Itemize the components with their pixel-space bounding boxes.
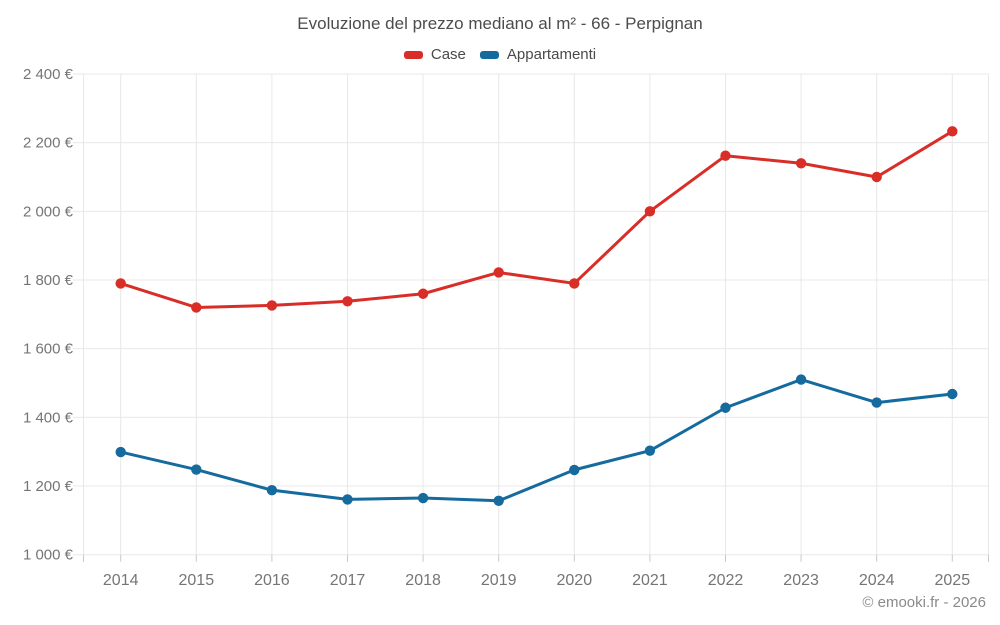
x-axis-label-2020: 2020	[557, 572, 593, 589]
appartamenti-point-2017[interactable]	[342, 494, 353, 505]
x-axis-label-2021: 2021	[632, 572, 668, 589]
case-point-2016[interactable]	[266, 300, 278, 311]
x-axis-label-2017: 2017	[330, 572, 366, 589]
case-point-2025[interactable]	[947, 126, 958, 137]
y-axis-label-2200: 2 200 €	[23, 135, 74, 152]
case-point-2020[interactable]	[569, 278, 580, 289]
y-axis-label-2400: 2 400 €	[23, 66, 74, 83]
case-point-2022[interactable]	[720, 150, 731, 161]
copyright: © emooki.fr - 2026	[862, 594, 986, 611]
appartamenti-point-2022[interactable]	[720, 402, 731, 413]
appartamenti-point-2020[interactable]	[569, 464, 580, 476]
y-axis-label-1400: 1 400 €	[23, 409, 74, 426]
case-point-2014[interactable]	[115, 278, 126, 289]
case-line	[119, 129, 954, 309]
x-axis-label-2019: 2019	[481, 572, 517, 589]
case-point-2024[interactable]	[871, 171, 882, 183]
legend-item-appartamenti[interactable]: Appartamenti	[479, 46, 597, 63]
y-axis-label-2000: 2 000 €	[23, 203, 74, 220]
x-axis-label-2024: 2024	[859, 572, 895, 589]
y-axis-label-1200: 1 200 €	[23, 478, 74, 495]
appartamenti-point-2025[interactable]	[947, 388, 958, 400]
appartamenti-point-2023[interactable]	[795, 374, 807, 385]
case-point-2021[interactable]	[644, 206, 656, 217]
appartamenti-legend-swatch-icon	[479, 50, 499, 59]
y-axis-label-1600: 1 600 €	[23, 341, 74, 358]
case-point-2018[interactable]	[417, 288, 429, 299]
case-legend-swatch-icon	[403, 50, 423, 59]
x-axis-label-2018: 2018	[405, 572, 441, 589]
legend-item-case[interactable]: Case	[403, 46, 466, 63]
case-point-2019[interactable]	[493, 267, 504, 278]
appartamenti-point-2014[interactable]	[115, 446, 126, 458]
legend-label-case: Case	[430, 46, 466, 63]
case-point-2023[interactable]	[795, 158, 807, 169]
x-axis-label-2015: 2015	[179, 572, 215, 589]
x-axis-label-2022: 2022	[708, 572, 744, 589]
y-axis-label-1000: 1 000 €	[23, 547, 74, 564]
appartamenti-point-2024[interactable]	[871, 397, 882, 408]
appartamenti-point-2019[interactable]	[493, 495, 504, 506]
case-point-2017[interactable]	[342, 296, 353, 307]
appartamenti-point-2015[interactable]	[191, 464, 202, 475]
appartamenti-point-2016[interactable]	[266, 484, 278, 496]
legend-label-appartamenti: Appartamenti	[506, 46, 597, 63]
x-axis-label-2014: 2014	[103, 572, 139, 589]
appartamenti-line	[119, 378, 954, 503]
chart-title: Evoluzione del prezzo mediano al m² - 66…	[297, 14, 703, 33]
legend: Case Appartamenti	[0, 46, 1000, 63]
x-axis-label-2016: 2016	[254, 572, 290, 589]
case-point-2015[interactable]	[191, 302, 202, 313]
x-axis-label-2025: 2025	[935, 572, 971, 589]
y-axis-label-1800: 1 800 €	[23, 272, 74, 289]
appartamenti-point-2021[interactable]	[644, 445, 656, 456]
appartamenti-point-2018[interactable]	[417, 492, 429, 504]
x-axis-label-2023: 2023	[783, 572, 819, 589]
